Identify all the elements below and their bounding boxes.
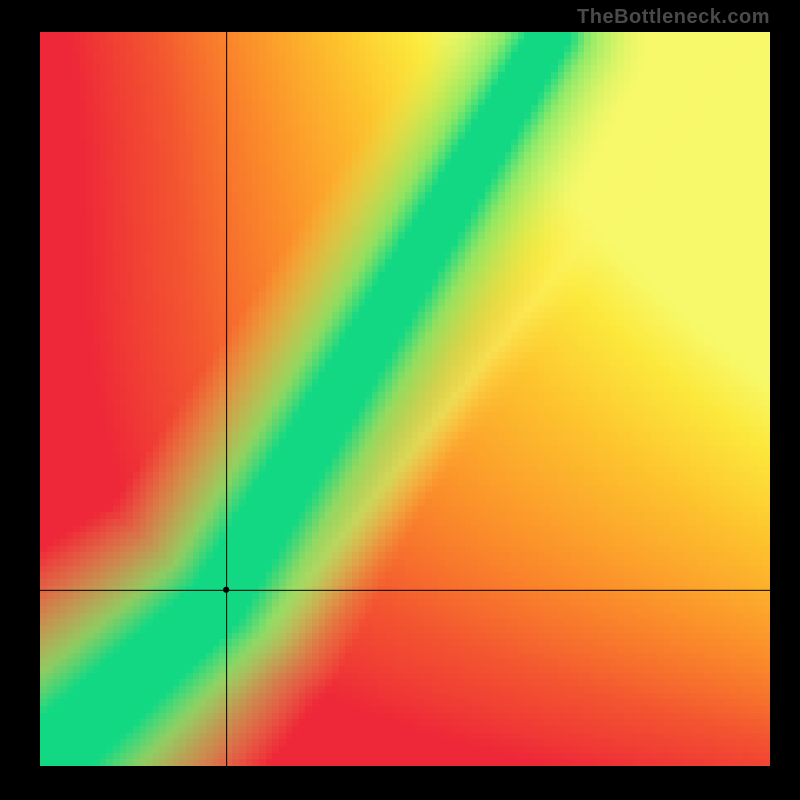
bottleneck-heatmap (0, 0, 800, 800)
watermark-text: TheBottleneck.com (577, 6, 770, 29)
